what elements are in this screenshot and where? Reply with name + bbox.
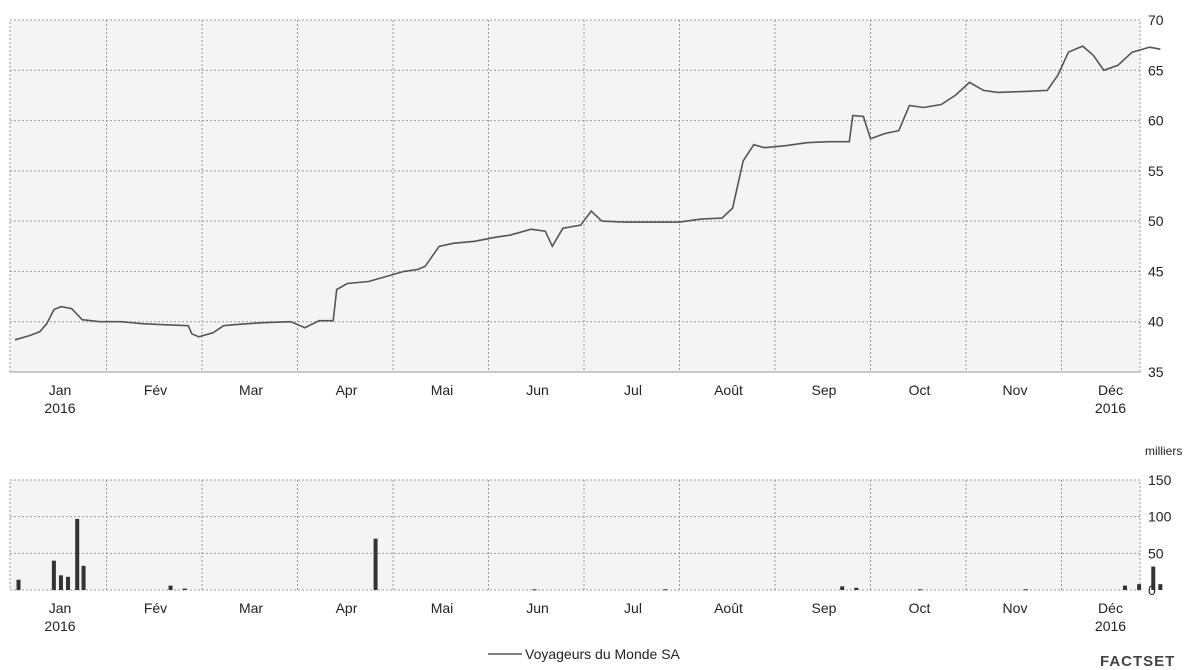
volume-bar xyxy=(16,579,21,590)
price-x-tick-label: Oct xyxy=(909,382,931,398)
volume-x-tick-label: Jan xyxy=(49,600,72,616)
price-y-tick-label: 45 xyxy=(1148,263,1164,279)
volume-bar xyxy=(81,565,86,590)
factset-logo-text: FACTSET xyxy=(1100,653,1175,670)
volume-x-tick-label: Mai xyxy=(431,600,454,616)
price-x-year-label: 2016 xyxy=(1095,400,1126,416)
price-line xyxy=(14,45,1161,341)
volume-bar xyxy=(1151,566,1156,590)
price-y-axis: 35 40 45 50 55 60 65 70 xyxy=(1148,12,1164,380)
volume-bar xyxy=(1122,585,1127,590)
price-x-tick-label: Fév xyxy=(144,382,167,398)
volume-x-tick-label: Nov xyxy=(1003,600,1028,616)
volume-bar xyxy=(168,585,173,590)
volume-bar xyxy=(840,586,845,590)
volume-bar xyxy=(1024,589,1029,591)
price-x-tick-label: Mai xyxy=(431,382,454,398)
volume-x-tick-label: Sep xyxy=(812,600,837,616)
volume-x-tick-label: Août xyxy=(714,600,743,616)
volume-x-tick-label: Déc xyxy=(1098,600,1123,616)
volume-bar xyxy=(58,575,63,590)
price-y-tick-label: 65 xyxy=(1148,62,1164,78)
volume-bar xyxy=(66,576,71,590)
price-x-axis: Jan 2016 Fév Mar Apr Mai Jun Jul Août Sep Oct Nov Dé… xyxy=(44,382,1126,416)
price-x-tick-label: Jun xyxy=(526,382,549,398)
volume-x-tick-label: Fév xyxy=(144,600,167,616)
price-x-tick-label: Déc xyxy=(1098,382,1123,398)
volume-x-axis: Jan 2016 Fév Mar Apr Mai Jun Jul Août Sep Oct Nov Dé… xyxy=(44,600,1126,634)
price-y-tick-label: 40 xyxy=(1148,314,1164,330)
price-x-tick-label: Apr xyxy=(336,382,358,398)
price-x-tick-label: Nov xyxy=(1003,382,1028,398)
volume-bar xyxy=(75,518,80,590)
price-x-year-label: 2016 xyxy=(44,400,75,416)
volume-x-year-label: 2016 xyxy=(1095,618,1126,634)
price-y-tick-label: 60 xyxy=(1148,113,1164,129)
volume-bar xyxy=(182,588,187,590)
volume-bar xyxy=(854,587,859,590)
volume-unit-label: milliers xyxy=(1145,444,1182,458)
volume-gridlines xyxy=(10,479,1140,591)
legend: Voyageurs du Monde SA xyxy=(488,646,681,662)
price-x-tick-label: Mar xyxy=(239,382,263,398)
volume-bar xyxy=(51,560,56,590)
volume-bar xyxy=(373,538,378,590)
price-y-tick-label: 35 xyxy=(1148,364,1164,380)
volume-y-tick-label: 150 xyxy=(1148,472,1172,488)
volume-x-tick-label: Oct xyxy=(909,600,931,616)
price-panel-background xyxy=(9,19,1141,373)
legend-label: Voyageurs du Monde SA xyxy=(525,646,681,662)
volume-panel-background xyxy=(9,479,1141,591)
volume-y-tick-label: 100 xyxy=(1148,509,1172,525)
volume-bar xyxy=(1158,584,1163,590)
volume-x-tick-label: Mar xyxy=(239,600,263,616)
price-x-tick-label: Jan xyxy=(49,382,72,398)
volume-y-tick-label: 50 xyxy=(1148,545,1164,561)
volume-bar xyxy=(663,589,668,591)
price-y-tick-label: 55 xyxy=(1148,163,1164,179)
price-gridlines xyxy=(10,19,1140,373)
volume-x-year-label: 2016 xyxy=(44,618,75,634)
price-y-tick-label: 50 xyxy=(1148,213,1164,229)
price-y-tick-label: 70 xyxy=(1148,12,1164,28)
volume-x-tick-label: Apr xyxy=(336,600,358,616)
price-x-tick-label: Jul xyxy=(624,382,642,398)
volume-x-tick-label: Jul xyxy=(624,600,642,616)
price-x-tick-label: Août xyxy=(714,382,743,398)
price-x-tick-label: Sep xyxy=(812,382,837,398)
volume-bar xyxy=(1137,584,1142,590)
volume-bar xyxy=(532,589,537,591)
volume-bar xyxy=(917,589,922,591)
price-series xyxy=(14,45,1161,341)
volume-x-tick-label: Jun xyxy=(526,600,549,616)
volume-bars xyxy=(16,518,1163,591)
